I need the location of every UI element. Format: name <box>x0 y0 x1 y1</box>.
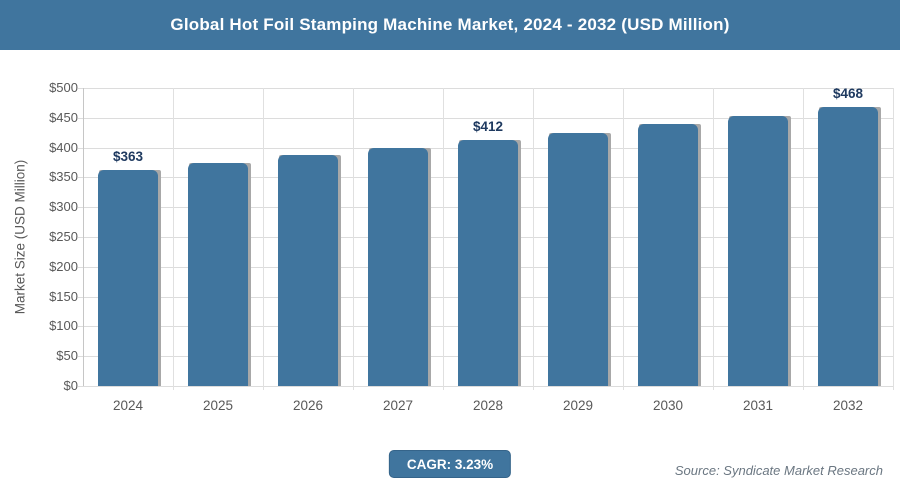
x-tick-label-2024: 2024 <box>112 398 144 413</box>
y-tick-label: $250 <box>49 229 78 244</box>
x-tick-label-2028: 2028 <box>472 398 504 413</box>
source-text: Source: Syndicate Market Research <box>674 463 883 478</box>
y-gridline <box>78 88 893 89</box>
bar-2025 <box>188 162 251 386</box>
x-tick-label-2032: 2032 <box>832 398 864 413</box>
x-gridline <box>893 88 894 390</box>
data-label-2032: $468 <box>832 86 864 102</box>
x-tick-label-2025: 2025 <box>202 398 234 413</box>
bar-fill <box>548 132 608 386</box>
bar-fill <box>278 155 338 386</box>
y-tick-label: $300 <box>49 199 78 215</box>
chart-title: Global Hot Foil Stamping Machine Market,… <box>170 15 730 34</box>
bar-2032 <box>818 107 881 386</box>
y-tick-label: $500 <box>49 80 78 95</box>
x-tick-label-2027: 2027 <box>382 398 414 413</box>
x-gridline <box>623 88 624 390</box>
bar-fill <box>728 116 788 386</box>
y-tick-label: $400 <box>49 139 78 155</box>
bar-2030 <box>638 124 701 386</box>
bar-fill <box>98 169 158 386</box>
y-tick-label: $450 <box>49 109 78 125</box>
data-label-2024: $363 <box>112 148 144 164</box>
x-tick-label-2029: 2029 <box>562 398 594 413</box>
bar-fill <box>368 148 428 386</box>
x-gridline <box>803 88 804 390</box>
y-gridline <box>78 117 893 119</box>
x-gridline <box>173 88 174 390</box>
x-gridline <box>263 88 264 390</box>
y-tick-label: $100 <box>49 318 78 334</box>
bar-fill <box>818 107 878 386</box>
x-tick-label-2031: 2031 <box>742 398 774 413</box>
bar-2028 <box>458 140 521 386</box>
bar-2029 <box>548 132 611 386</box>
y-tick-label: $50 <box>56 348 78 364</box>
cagr-badge: CAGR: 3.23% <box>388 450 512 478</box>
chart-title-bar: Global Hot Foil Stamping Machine Market,… <box>0 0 900 50</box>
y-gridline <box>78 386 893 387</box>
y-tick-label: $200 <box>49 258 78 274</box>
y-axis-line <box>83 88 84 386</box>
y-axis-title: Market Size (USD Million) <box>12 159 28 315</box>
x-gridline <box>533 88 534 390</box>
bar-fill <box>188 162 248 386</box>
bar-2024 <box>98 169 161 386</box>
x-gridline <box>713 88 714 390</box>
bar-2027 <box>368 148 431 386</box>
bar-fill <box>638 124 698 386</box>
bar-2026 <box>278 155 341 386</box>
y-tick-label: $0 <box>63 378 78 393</box>
data-label-2028: $412 <box>472 119 504 135</box>
x-gridline <box>353 88 354 390</box>
x-tick-label-2030: 2030 <box>652 398 684 413</box>
x-gridline <box>443 88 444 390</box>
x-tick-label-2026: 2026 <box>292 398 324 413</box>
bar-fill <box>458 140 518 386</box>
y-tick-label: $150 <box>49 288 78 304</box>
bar-2031 <box>728 116 791 386</box>
y-tick-label: $350 <box>49 169 78 185</box>
